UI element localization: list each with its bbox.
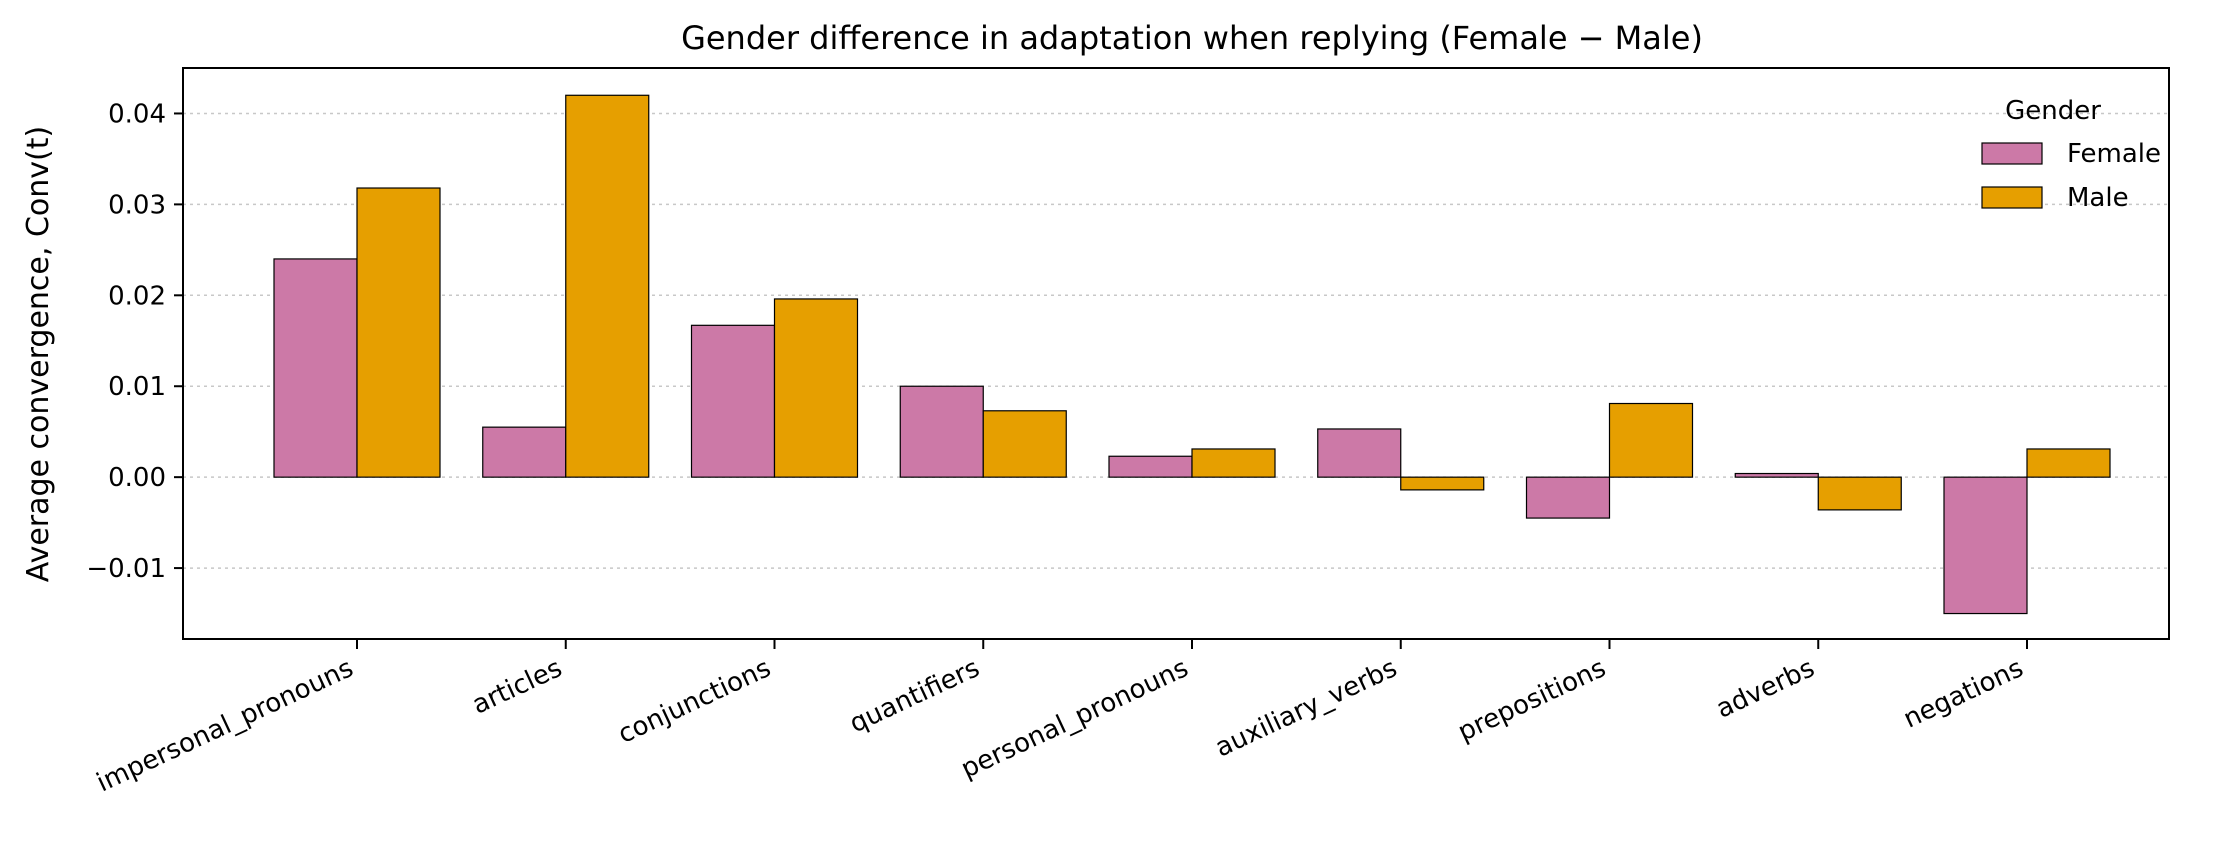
bar-female-articles: [482, 426, 567, 478]
x-tick-label: impersonal_pronouns: [92, 653, 358, 798]
legend: Gender Female Male: [1981, 96, 2161, 213]
bar-male-personal-pronouns: [1191, 448, 1276, 478]
bar-female-prepositions: [1525, 476, 1611, 519]
plot-frame: [182, 67, 2170, 640]
bar-female-personal-pronouns: [1108, 455, 1193, 478]
x-tick-label: auxiliary_verbs: [1211, 653, 1402, 763]
bar-male-prepositions: [1608, 402, 1694, 478]
bar-female-quantifiers: [899, 385, 984, 478]
bar-female-adverbs: [1734, 472, 1819, 478]
x-tick-label: quantifiers: [845, 653, 984, 739]
y-tick-label: 0.02: [108, 281, 166, 311]
y-tick-label: 0.03: [108, 190, 166, 220]
bar-female-negations: [1943, 476, 2028, 615]
bar-male-auxiliary-verbs: [1400, 476, 1485, 491]
bars: [273, 94, 2111, 615]
bar-male-conjunctions: [773, 298, 859, 478]
legend-title: Gender: [2005, 96, 2101, 126]
bar-male-quantifiers: [982, 410, 1067, 478]
legend-label-female: Female: [2067, 139, 2161, 169]
x-axis-ticks: impersonal_pronouns articles conjunctions q…: [92, 639, 2028, 798]
x-tick-label: adverbs: [1712, 653, 1819, 724]
bar-female-impersonal-pronouns: [273, 258, 358, 478]
bar-male-impersonal-pronouns: [356, 187, 441, 478]
y-axis-label: Average convergence, Conv(t): [21, 126, 56, 582]
legend-swatch-male: [1981, 186, 2043, 209]
legend-swatch-female: [1981, 142, 2043, 165]
y-tick-label: 0.01: [108, 372, 166, 402]
bar-female-conjunctions: [690, 324, 776, 478]
chart-title: Gender difference in adaptation when rep…: [681, 19, 1703, 57]
x-tick-label: negations: [1899, 653, 2028, 734]
bar-female-auxiliary-verbs: [1317, 428, 1402, 478]
y-tick-label: 0.00: [108, 463, 166, 493]
y-axis-ticks: −0.01 0.00 0.01 0.02 0.03 0.04: [86, 99, 183, 584]
x-tick-label: articles: [468, 653, 567, 720]
legend-items: Female Male: [1981, 139, 2161, 213]
x-tick-label: personal_pronouns: [957, 653, 1193, 784]
bar-male-adverbs: [1817, 476, 1902, 511]
bar-male-negations: [2026, 448, 2111, 478]
x-tick-label: conjunctions: [614, 653, 776, 750]
bar-male-articles: [565, 94, 650, 478]
x-tick-label: prepositions: [1454, 653, 1611, 747]
legend-label-male: Male: [2067, 183, 2129, 213]
y-tick-label: −0.01: [86, 554, 166, 584]
y-tick-label: 0.04: [108, 99, 166, 129]
